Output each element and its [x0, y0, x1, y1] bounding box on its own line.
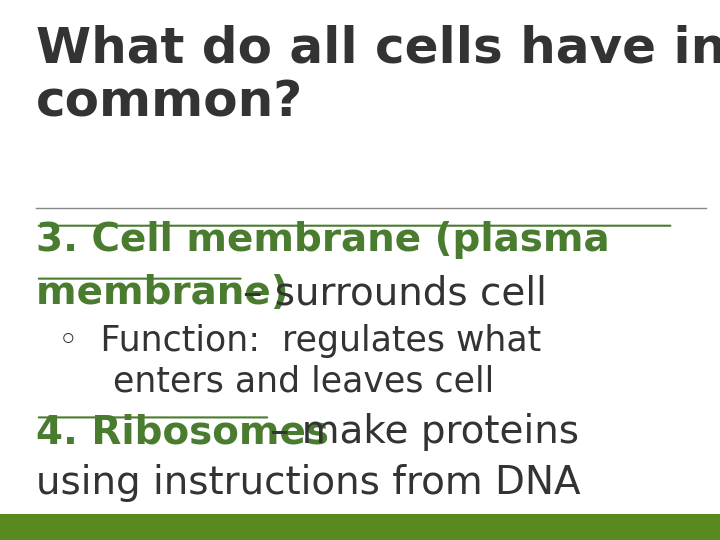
Text: membrane): membrane): [36, 274, 302, 312]
Text: – surrounds cell: – surrounds cell: [243, 274, 547, 312]
Text: – make proteins: – make proteins: [270, 413, 579, 451]
Text: enters and leaves cell: enters and leaves cell: [58, 364, 494, 399]
Text: What do all cells have in
common?: What do all cells have in common?: [36, 24, 720, 126]
Text: ◦  Function:  regulates what: ◦ Function: regulates what: [58, 324, 541, 358]
Bar: [0, 514, 720, 540]
Text: using instructions from DNA: using instructions from DNA: [36, 464, 580, 502]
Text: 3. Cell membrane (plasma: 3. Cell membrane (plasma: [36, 221, 610, 259]
Text: 4. Ribosomes: 4. Ribosomes: [36, 413, 343, 451]
